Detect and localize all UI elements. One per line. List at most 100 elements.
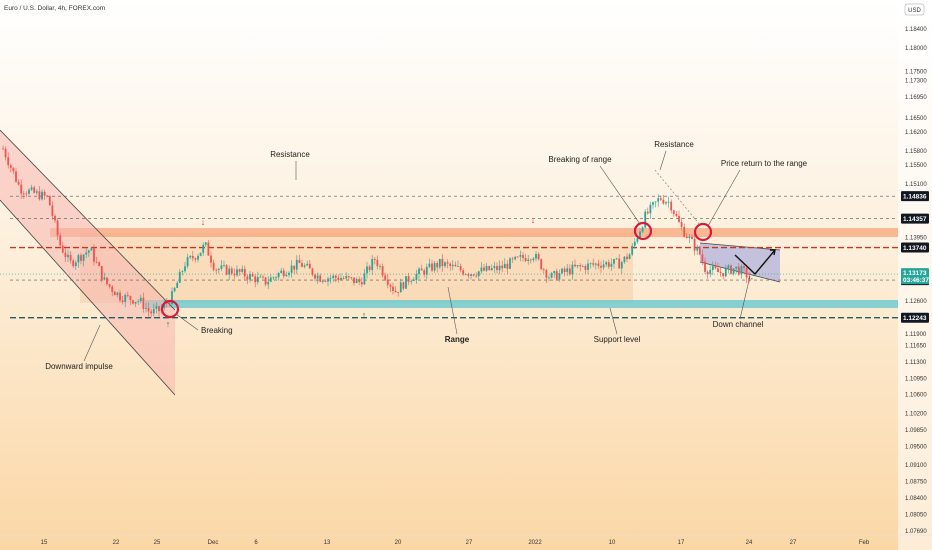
candle-body xyxy=(350,277,353,279)
candle-body xyxy=(163,302,166,308)
candle-body xyxy=(191,256,194,259)
candle-body xyxy=(405,276,407,289)
candle-body xyxy=(561,268,563,274)
candle-body xyxy=(238,269,241,272)
candle-body xyxy=(425,266,428,275)
price-tick-label: 1.15800 xyxy=(905,149,927,155)
candle-body xyxy=(319,275,322,282)
candle-body xyxy=(64,252,67,258)
down-channel xyxy=(700,243,780,282)
candle-body xyxy=(514,256,517,260)
time-tick-label: 22 xyxy=(113,540,120,546)
breaking-circle xyxy=(160,299,180,319)
candle-body xyxy=(298,259,301,264)
candle-body xyxy=(80,255,82,261)
candle-body xyxy=(368,266,371,271)
projection-path xyxy=(734,249,776,276)
candle-body xyxy=(59,235,62,246)
candle-body xyxy=(449,263,452,267)
candle-body xyxy=(334,275,337,278)
candle-body xyxy=(483,267,485,271)
support-zone xyxy=(145,300,898,308)
label-pointer xyxy=(175,313,199,331)
candle-body xyxy=(431,263,433,271)
candle-body xyxy=(480,267,483,272)
resistance-zone xyxy=(50,228,898,237)
price-tag-label: 1.13740 xyxy=(903,245,927,252)
candle-body xyxy=(503,263,506,269)
up-arrow-icon: ↑ xyxy=(362,310,367,320)
candle-body xyxy=(311,268,314,275)
candle-body xyxy=(48,195,51,206)
price-tag-label: 1.14836 xyxy=(903,193,927,200)
candle-body xyxy=(446,262,449,264)
price-tick-label: 1.09100 xyxy=(905,463,927,469)
candle-body xyxy=(402,282,405,289)
candle-body xyxy=(678,215,680,223)
candle-body xyxy=(605,262,608,265)
candle-body xyxy=(418,268,420,274)
candle-body xyxy=(103,277,106,280)
candle-body xyxy=(386,279,389,285)
candle-body xyxy=(236,269,238,276)
candle-body xyxy=(665,202,667,204)
down-channel-bottom xyxy=(699,261,781,283)
candle-body xyxy=(251,274,254,277)
candle-body xyxy=(485,266,488,271)
candle-body xyxy=(641,227,644,232)
candle-body xyxy=(519,255,522,257)
chart-title: Euro / U.S. Dollar, 4h, FOREX.com xyxy=(4,5,105,12)
candle-body xyxy=(215,269,218,271)
candle-body xyxy=(178,271,181,283)
candle-body xyxy=(54,215,56,221)
candle-body xyxy=(267,281,270,285)
candle-body xyxy=(301,263,303,267)
candle-body xyxy=(30,187,33,190)
label-resistance-2: Resistance xyxy=(654,140,694,149)
candle-body xyxy=(165,302,168,304)
price-axis[interactable]: 1.07690 1.08050 1.08400 1.08750 1.09100 1.095… xyxy=(901,27,929,535)
candle-body xyxy=(714,266,717,269)
candle-body xyxy=(420,268,423,271)
currency-badge[interactable] xyxy=(904,3,925,16)
candle-body xyxy=(12,167,15,172)
label-pointer xyxy=(739,275,751,320)
candle-body xyxy=(553,271,556,274)
candle-body xyxy=(535,254,537,259)
candle-body xyxy=(475,275,478,277)
price-tick-label: 1.11300 xyxy=(905,360,927,366)
time-tick-label: 17 xyxy=(678,540,685,546)
candle-body xyxy=(548,277,550,279)
marks-layer: ↓ ↓ ↑ ↑ xyxy=(160,169,776,329)
candle-body xyxy=(376,259,379,267)
candle-body xyxy=(210,255,212,263)
downward-channel-bottom xyxy=(0,199,176,396)
candle-body xyxy=(61,245,64,253)
candle-body xyxy=(607,262,610,267)
candle-body xyxy=(181,271,184,272)
candle-body xyxy=(72,260,75,267)
time-axis[interactable]: 15 22 25 Dec 6 13 20 27 2022 10 17 24 27 Feb xyxy=(0,534,932,546)
candle-body xyxy=(288,272,290,275)
candle-body xyxy=(558,273,561,280)
currency-label: USD xyxy=(908,8,921,14)
up-arrow-icon: ↑ xyxy=(166,319,171,329)
candle-body xyxy=(204,242,207,245)
price-tag xyxy=(901,312,929,323)
candle-body xyxy=(67,254,69,258)
range-break-circle xyxy=(633,221,653,241)
candle-body xyxy=(737,266,740,275)
candle-body xyxy=(451,264,454,267)
candle-body xyxy=(22,193,25,195)
candle-body xyxy=(735,266,738,269)
candle-body xyxy=(314,274,316,279)
candle-body xyxy=(259,276,262,278)
price-tick-label: 1.08750 xyxy=(905,479,927,485)
candle-body xyxy=(462,270,465,275)
candle-body xyxy=(337,277,340,281)
candle-body xyxy=(594,263,597,265)
candle-body xyxy=(295,259,298,270)
candle-body xyxy=(685,236,688,239)
candle-body xyxy=(711,266,714,271)
